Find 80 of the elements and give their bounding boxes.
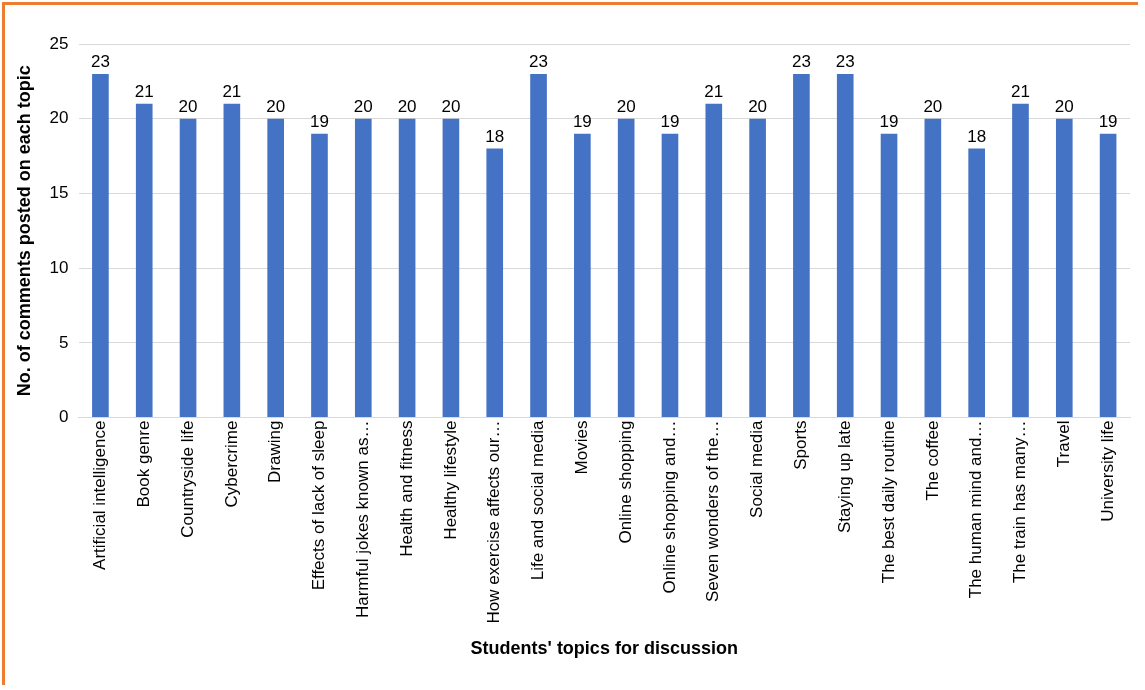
bar [705, 103, 723, 418]
data-label: 20 [748, 96, 768, 116]
data-label: 23 [791, 52, 811, 72]
data-label: 18 [485, 126, 505, 146]
bar [880, 133, 898, 418]
x-tick-label: Effects of lack of sleep [309, 420, 329, 591]
bar [530, 73, 547, 418]
x-tick-label: Online shopping [615, 420, 635, 544]
x-tick-label: How exercise affects our… [484, 420, 504, 624]
data-label: 23 [529, 52, 548, 72]
data-label: 20 [397, 96, 417, 116]
bar [574, 133, 591, 418]
x-tick-label: Movies [572, 420, 592, 475]
y-tick-label: 15 [49, 183, 69, 203]
data-label: 21 [222, 81, 242, 101]
bar [135, 103, 153, 418]
bar [1099, 133, 1117, 418]
bar [836, 73, 854, 418]
data-label: 20 [923, 96, 943, 116]
bar [179, 118, 197, 418]
bar [661, 133, 679, 418]
y-tick-label: 0 [59, 407, 69, 427]
x-tick-label: Book genre [133, 420, 153, 508]
x-tick-label: The best daily routine [878, 420, 898, 584]
data-label: 20 [616, 96, 636, 116]
x-tick-label: The train has many… [1010, 420, 1030, 584]
x-tick-label: Drawing [265, 420, 285, 483]
x-tick-label: Cybercrime [221, 420, 241, 508]
x-tick-label: The human mind and… [966, 420, 986, 599]
bar [749, 118, 766, 418]
bar [617, 118, 635, 418]
bar [92, 73, 109, 418]
x-tick-label: Seven wonders of the… [703, 420, 723, 603]
x-tick-label: Health and fitness [396, 420, 416, 557]
data-label: 19 [572, 111, 592, 131]
bar [1055, 118, 1073, 418]
x-tick-label: Artificial intelligence [90, 420, 110, 570]
x-tick-label: Harmful jokes known as… [352, 420, 372, 619]
bar [486, 148, 504, 418]
y-axis-title: No. of comments posted on each topic [13, 65, 34, 397]
data-label: 20 [441, 96, 461, 116]
x-tick-label: Countryside life [177, 420, 197, 538]
bar [398, 118, 416, 418]
y-tick-label: 5 [59, 332, 69, 352]
data-label: 23 [90, 52, 110, 72]
x-tick-label: Healthy lifestyle [440, 420, 460, 540]
data-label: 19 [1098, 111, 1118, 131]
data-label: 21 [1011, 81, 1030, 101]
bar [223, 103, 241, 418]
data-label: 20 [353, 96, 373, 116]
data-label: 18 [967, 126, 987, 146]
data-label: 21 [134, 81, 154, 101]
x-tick-label: Life and social media [528, 420, 548, 581]
bar [267, 118, 284, 418]
data-label: 23 [835, 52, 855, 72]
bar [442, 118, 460, 418]
data-label: 20 [266, 96, 286, 116]
bar [1012, 103, 1029, 418]
data-label: 19 [660, 111, 680, 131]
y-tick-label: 25 [49, 33, 69, 53]
x-tick-label: The coffee [922, 420, 942, 501]
bar [311, 133, 328, 418]
x-tick-label: Staying up late [834, 420, 854, 534]
x-tick-label: University life [1097, 420, 1117, 522]
x-tick-label: Social media [747, 420, 767, 518]
y-tick-label: 20 [49, 108, 69, 128]
x-tick-label: Sports [791, 420, 811, 470]
data-label: 19 [310, 111, 329, 131]
bar [354, 118, 372, 418]
data-label: 20 [1054, 96, 1074, 116]
bar [793, 73, 810, 418]
data-label: 20 [178, 96, 198, 116]
data-label: 21 [704, 81, 724, 101]
x-axis-title: Students' topics for discussion [470, 638, 738, 659]
x-tick-label: Travel [1053, 420, 1073, 468]
bar [924, 118, 942, 418]
data-label: 19 [879, 111, 899, 131]
bar [968, 148, 985, 418]
x-tick-label: Online shopping and… [659, 420, 679, 594]
y-tick-label: 10 [49, 257, 69, 277]
